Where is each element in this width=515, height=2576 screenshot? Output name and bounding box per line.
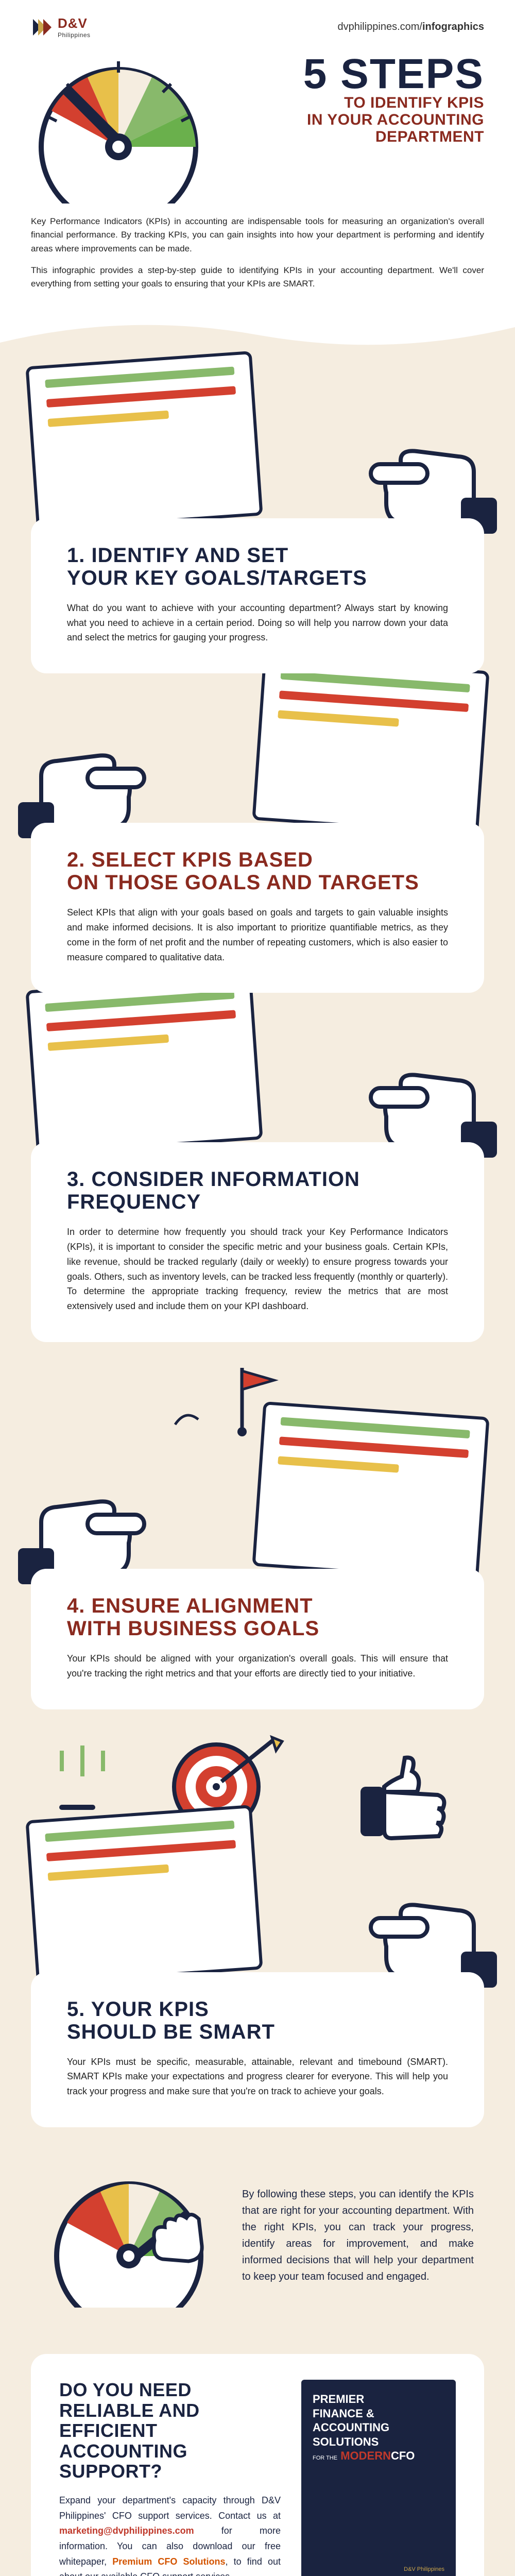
header-url-bold: infographics <box>422 21 484 32</box>
closing-section: By following these steps, you can identi… <box>0 2148 515 2323</box>
pointing-hand-icon <box>15 725 149 838</box>
step-card-2: 2. SELECT KPIS BASED ON THOSE GOALS AND … <box>31 823 484 993</box>
step-5-illustration <box>0 1843 515 1977</box>
cta-body-pre: Expand your department's capacity throug… <box>59 2495 281 2521</box>
header-url-prefix: dvphilippines.com/ <box>337 21 422 32</box>
hero-subtitle-l1: TO IDENTIFY KPIS <box>237 94 484 111</box>
cta-panel-brand: D&V Philippines <box>313 2566 444 2572</box>
closing-gauge-illustration <box>31 2163 227 2308</box>
hero-gauge-illustration <box>31 49 227 204</box>
pointing-hand-icon <box>15 1471 149 1584</box>
intro-paragraph-2: This infographic provides a step-by-step… <box>31 264 484 291</box>
step-1-title-l1: 1. IDENTIFY AND SET <box>67 544 288 567</box>
wave-divider <box>0 307 515 358</box>
cta-panel-title: PREMIER FINANCE & ACCOUNTING SOLUTIONS F… <box>313 2392 444 2463</box>
cta-card: DO YOU NEED RELIABLE AND EFFICIENT ACCOU… <box>31 2354 484 2576</box>
step-2-title-l1: 2. SELECT KPIS BASED <box>67 849 313 871</box>
cta-panel-l2: FINANCE & ACCOUNTING <box>313 2407 389 2434</box>
cta-email-link[interactable]: marketing@dvphilippines.com <box>59 2526 194 2536</box>
step-3-title-l1: 3. CONSIDER INFORMATION <box>67 1168 360 1191</box>
pointing-hand-icon <box>366 1044 500 1158</box>
header: D&V Philippines dvphilippines.com/infogr… <box>0 0 515 44</box>
closing-text: By following these steps, you can identi… <box>242 2186 474 2285</box>
step-5-body: Your KPIs must be specific, measurable, … <box>67 2055 448 2099</box>
step-1-illustration <box>0 389 515 523</box>
step-2-illustration <box>0 694 515 828</box>
step-5-title-l1: 5. YOUR KPIS <box>67 1998 209 2021</box>
cta-panel-l3: SOLUTIONS <box>313 2435 379 2448</box>
hero-title: 5 STEPS <box>237 54 484 94</box>
step-2-title-l2: ON THOSE GOALS AND TARGETS <box>67 871 419 894</box>
paper-illustration <box>25 351 263 531</box>
step-card-4: 4. ENSURE ALIGNMENT WITH BUSINESS GOALS … <box>31 1569 484 1709</box>
cta-panel-l1: PREMIER <box>313 2393 364 2405</box>
cta-body: Expand your department's capacity throug… <box>59 2493 281 2576</box>
header-url: dvphilippines.com/infographics <box>337 21 484 33</box>
step-5-title-l2: SHOULD BE SMART <box>67 2021 275 2043</box>
cta-panel-l4-small: FOR THE <box>313 2455 337 2461</box>
step-3-title-l2: FREQUENCY <box>67 1191 201 1213</box>
step-3-body: In order to determine how frequently you… <box>67 1225 448 1314</box>
cta-title-l2: EFFICIENT ACCOUNTING <box>59 2420 187 2462</box>
step-3-illustration <box>0 1013 515 1147</box>
step-4-title-l1: 4. ENSURE ALIGNMENT <box>67 1595 313 1617</box>
step-2-body: Select KPIs that align with your goals b… <box>67 905 448 964</box>
brand-logo: D&V Philippines <box>31 15 91 39</box>
hero: 5 STEPS TO IDENTIFY KPIS IN YOUR ACCOUNT… <box>0 44 515 307</box>
step-1-title-l2: YOUR KEY GOALS/TARGETS <box>67 567 367 589</box>
logo-mark-icon <box>31 16 54 39</box>
cta-panel-l4b: CFO <box>391 2449 415 2462</box>
paper-illustration <box>25 975 263 1155</box>
step-card-3: 3. CONSIDER INFORMATION FREQUENCY In ord… <box>31 1142 484 1342</box>
cta-panel-l4: MODERN <box>340 2449 391 2462</box>
brand-sub: Philippines <box>58 31 91 39</box>
pointing-hand-icon <box>366 420 500 534</box>
step-card-1: 1. IDENTIFY AND SET YOUR KEY GOALS/TARGE… <box>31 518 484 673</box>
step-4-title-l2: WITH BUSINESS GOALS <box>67 1617 319 1640</box>
step-1-body: What do you want to achieve with your ac… <box>67 601 448 645</box>
cta-whitepaper-name: Premium CFO Solutions <box>112 2556 225 2567</box>
paper-illustration <box>252 1401 489 1582</box>
step-4-body: Your KPIs should be aligned with your or… <box>67 1651 448 1681</box>
hero-subtitle-l2: IN YOUR ACCOUNTING <box>237 111 484 128</box>
paper-illustration <box>25 1805 263 1985</box>
brand-name: D&V <box>58 15 91 31</box>
paper-illustration <box>252 655 489 836</box>
cta-whitepaper-panel[interactable]: PREMIER FINANCE & ACCOUNTING SOLUTIONS F… <box>301 2380 456 2576</box>
cta-title-l1: DO YOU NEED RELIABLE AND <box>59 2379 200 2421</box>
intro-paragraph-1: Key Performance Indicators (KPIs) in acc… <box>31 215 484 256</box>
step-4-illustration <box>0 1440 515 1574</box>
hero-subtitle-l3: DEPARTMENT <box>237 128 484 145</box>
step-card-5: 5. YOUR KPIS SHOULD BE SMART Your KPIs m… <box>31 1972 484 2127</box>
cta-title-l3: SUPPORT? <box>59 2461 162 2482</box>
pointing-hand-icon <box>366 1874 500 1988</box>
